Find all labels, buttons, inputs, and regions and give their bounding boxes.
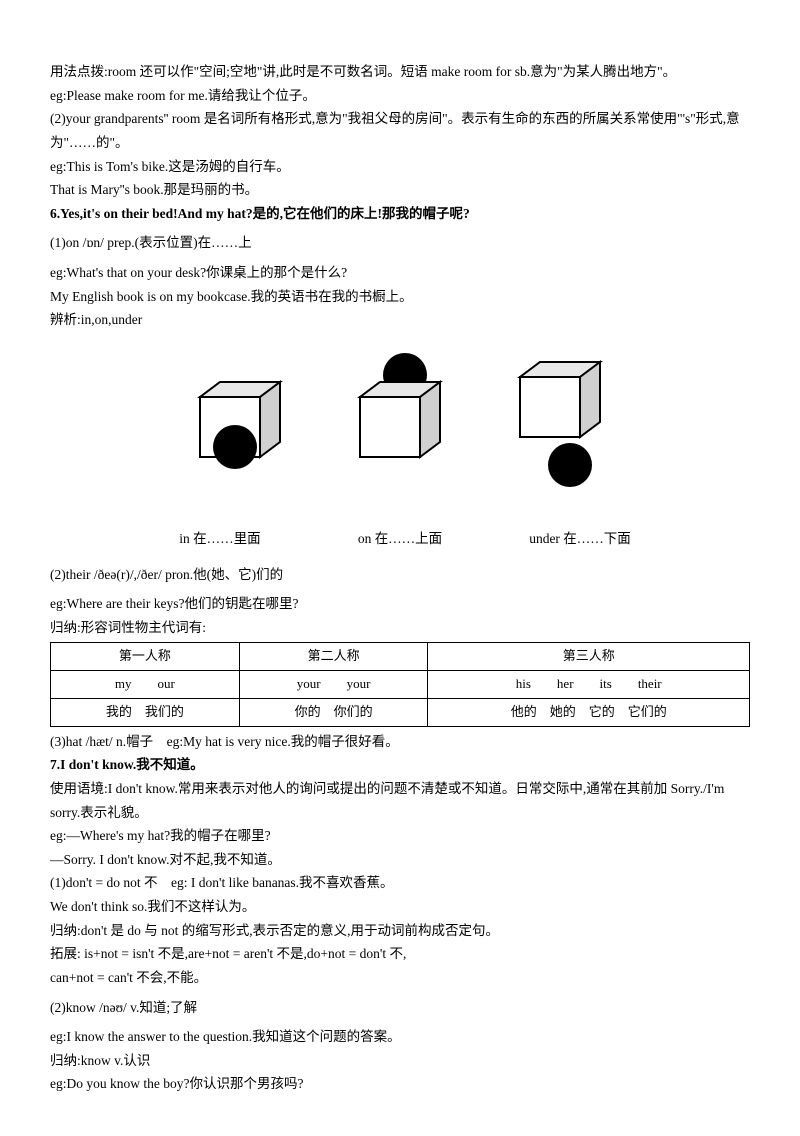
- para: eg:What's that on your desk?你课桌上的那个是什么?: [50, 261, 750, 285]
- para: 归纳:形容词性物主代词有:: [50, 616, 750, 640]
- para: eg:I know the answer to the question.我知道…: [50, 1025, 750, 1049]
- diagram-in: [180, 347, 300, 517]
- para: (2)know /nəʊ/ v.知道;了解: [50, 996, 750, 1020]
- diagram-under: [500, 347, 620, 517]
- table-cell: your your: [239, 671, 428, 699]
- para: —Sorry. I don't know.对不起,我不知道。: [50, 848, 750, 872]
- para: (3)hat /hæt/ n.帽子 eg:My hat is very nice…: [50, 730, 750, 754]
- para: (1)on /ɒn/ prep.(表示位置)在……上: [50, 231, 750, 255]
- para: We don't think so.我们不这样认为。: [50, 895, 750, 919]
- table-cell: 第二人称: [239, 643, 428, 671]
- para: eg:Please make room for me.请给我让个位子。: [50, 84, 750, 108]
- diagram-on: [340, 347, 460, 517]
- table-cell: his her its their: [428, 671, 750, 699]
- para: 归纳:don't 是 do 与 not 的缩写形式,表示否定的意义,用于动词前构…: [50, 919, 750, 943]
- para: (1)don't = do not 不 eg: I don't like ban…: [50, 871, 750, 895]
- para: My English book is on my bookcase.我的英语书在…: [50, 285, 750, 309]
- label-under: under 在……下面: [515, 527, 645, 551]
- table-cell: 第三人称: [428, 643, 750, 671]
- preposition-diagrams: [50, 347, 750, 517]
- table-cell: 你的 你们的: [239, 698, 428, 726]
- para: (2)their /ðeə(r)/,/ðer/ pron.他(她、它)们的: [50, 563, 750, 587]
- diagram-labels: in 在……里面 on 在……上面 under 在……下面: [50, 527, 750, 551]
- para: 归纳:know v.认识: [50, 1049, 750, 1073]
- para: 辨析:in,on,under: [50, 308, 750, 332]
- table-cell: 他的 她的 它的 它们的: [428, 698, 750, 726]
- table-row: 第一人称 第二人称 第三人称: [51, 643, 750, 671]
- table-cell: my our: [51, 671, 240, 699]
- para: eg:Where are their keys?他们的钥匙在哪里?: [50, 592, 750, 616]
- heading-6: 6.Yes,it's on their bed!And my hat?是的,它在…: [50, 202, 750, 226]
- para: 使用语境:I don't know.常用来表示对他人的询问或提出的问题不清楚或不…: [50, 777, 750, 824]
- para: 拓展: is+not = isn't 不是,are+not = aren't 不…: [50, 942, 750, 966]
- para: 用法点拨:room 还可以作"空间;空地"讲,此时是不可数名词。短语 make …: [50, 60, 750, 84]
- para: can+not = can't 不会,不能。: [50, 966, 750, 990]
- para: eg:Do you know the boy?你认识那个男孩吗?: [50, 1072, 750, 1096]
- para: eg:This is Tom's bike.这是汤姆的自行车。: [50, 155, 750, 179]
- table-cell: 第一人称: [51, 643, 240, 671]
- para: (2)your grandparents'' room 是名词所有格形式,意为"…: [50, 107, 750, 154]
- table-cell: 我的 我们的: [51, 698, 240, 726]
- label-on: on 在……上面: [335, 527, 465, 551]
- table-row: my our your your his her its their: [51, 671, 750, 699]
- para: eg:—Where's my hat?我的帽子在哪里?: [50, 824, 750, 848]
- pronoun-table: 第一人称 第二人称 第三人称 my our your your his her …: [50, 642, 750, 726]
- para: That is Mary''s book.那是玛丽的书。: [50, 178, 750, 202]
- table-row: 我的 我们的 你的 你们的 他的 她的 它的 它们的: [51, 698, 750, 726]
- label-in: in 在……里面: [155, 527, 285, 551]
- heading-7: 7.I don't know.我不知道。: [50, 753, 750, 777]
